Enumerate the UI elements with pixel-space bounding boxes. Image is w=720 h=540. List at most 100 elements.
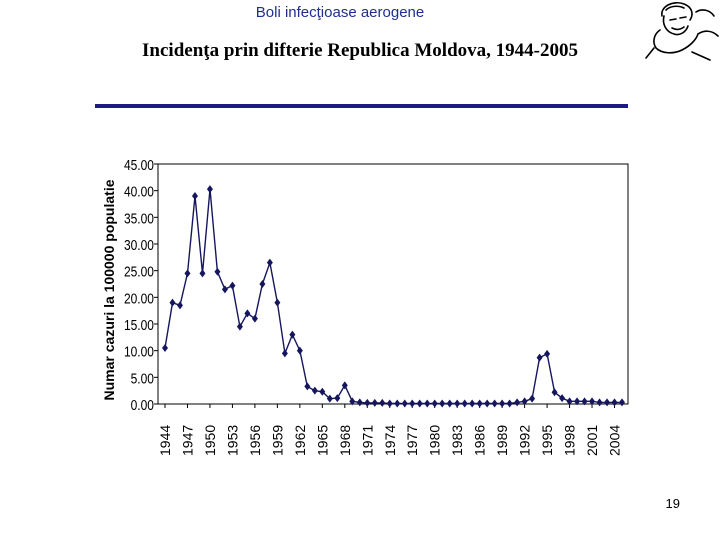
x-tick-label: 1992 (517, 425, 533, 456)
x-tick-label: 1953 (224, 425, 240, 456)
data-point (259, 280, 266, 288)
data-point (431, 399, 438, 408)
data-point (214, 267, 221, 276)
x-tick-label: 1983 (449, 425, 465, 456)
data-point (311, 386, 318, 395)
data-point (589, 397, 596, 406)
x-tick-label: 1974 (382, 425, 398, 456)
x-tick-label: 1944 (157, 425, 173, 456)
thinking-man-illustration (645, 1, 719, 61)
data-point (424, 399, 431, 408)
data-point (341, 381, 348, 390)
x-axis-ticks: 1944 1947 1950 1953 1956 1959 1962 1965 1968 1971… (157, 404, 623, 456)
title-divider (95, 104, 628, 108)
slide-title: Incidenţa prin difterie Republica Moldov… (142, 40, 578, 61)
data-point (604, 398, 611, 407)
data-point (611, 398, 618, 407)
data-point (191, 192, 198, 200)
data-point (229, 281, 236, 290)
x-tick-label: 1998 (562, 425, 578, 456)
y-axis-label: Numar cazuri la 100000 populatie (101, 179, 117, 400)
data-point (244, 309, 251, 318)
data-point (371, 398, 378, 407)
x-tick-label: 1989 (494, 425, 510, 456)
x-tick-label: 1962 (292, 425, 308, 456)
data-point (476, 399, 483, 408)
data-point (356, 398, 363, 407)
data-point (364, 398, 371, 407)
data-point (566, 397, 573, 406)
data-point (521, 397, 528, 406)
y-tick-label: 40.00 (124, 183, 154, 200)
x-tick-label: 2004 (607, 425, 623, 456)
data-point (506, 399, 513, 408)
data-point (281, 349, 288, 358)
data-point (266, 258, 273, 267)
data-markers (162, 185, 625, 408)
data-point (199, 269, 206, 278)
data-point (574, 397, 581, 406)
y-tick-label: 45.00 (124, 157, 154, 174)
data-point (529, 394, 536, 403)
data-point (619, 398, 625, 407)
y-tick-label: 5.00 (131, 370, 155, 387)
data-point (551, 388, 558, 397)
data-point (416, 399, 423, 408)
data-point (326, 394, 333, 403)
data-point (454, 399, 461, 408)
x-tick-label: 1950 (202, 425, 218, 456)
data-point (439, 399, 446, 408)
data-point (206, 185, 213, 194)
data-point (319, 387, 326, 396)
data-point (461, 399, 468, 408)
data-point (581, 397, 588, 406)
y-axis-ticks: 0.00 5.00 10.00 15.00 20.00 25.00 30.00 35.00 40… (124, 157, 158, 413)
data-point (469, 399, 476, 408)
data-point (251, 314, 258, 323)
y-tick-label: 15.00 (124, 317, 154, 334)
data-point (409, 399, 416, 408)
y-tick-label: 20.00 (124, 290, 154, 307)
y-tick-label: 10.00 (124, 343, 154, 360)
data-point (304, 382, 311, 391)
data-point (514, 398, 521, 407)
data-point (536, 353, 543, 362)
data-point (169, 298, 176, 307)
data-point (162, 344, 168, 352)
y-tick-label: 30.00 (124, 237, 154, 254)
series-line (164, 189, 622, 405)
x-tick-label: 1968 (337, 425, 353, 456)
x-tick-label: 1959 (269, 425, 285, 456)
data-point (176, 301, 183, 310)
data-point (544, 349, 551, 358)
x-tick-label: 1956 (247, 425, 263, 456)
data-point (221, 285, 228, 294)
header-title: Boli infecţioase aerogene (255, 4, 425, 21)
data-point (379, 398, 386, 407)
data-point (296, 346, 303, 355)
data-point (236, 322, 243, 331)
data-point (386, 399, 393, 408)
data-point (491, 399, 498, 408)
y-tick-label: 35.00 (124, 210, 154, 227)
data-point (401, 399, 408, 408)
data-point (274, 298, 281, 307)
data-point (559, 394, 566, 403)
page-number: 19 (665, 496, 680, 511)
x-tick-label: 1977 (404, 425, 420, 456)
data-point (349, 397, 356, 406)
x-tick-label: 1986 (472, 425, 488, 456)
data-point (394, 399, 401, 408)
data-point (334, 394, 341, 403)
data-point (596, 398, 603, 407)
x-tick-label: 1965 (314, 425, 330, 456)
data-point (499, 399, 506, 408)
x-tick-label: 1980 (427, 425, 443, 456)
x-tick-label: 1971 (359, 425, 375, 456)
x-tick-label: 2001 (584, 425, 600, 456)
x-tick-label: 1947 (179, 425, 195, 456)
plot-area-frame (157, 163, 629, 405)
data-point (484, 399, 491, 408)
data-point (289, 330, 296, 339)
